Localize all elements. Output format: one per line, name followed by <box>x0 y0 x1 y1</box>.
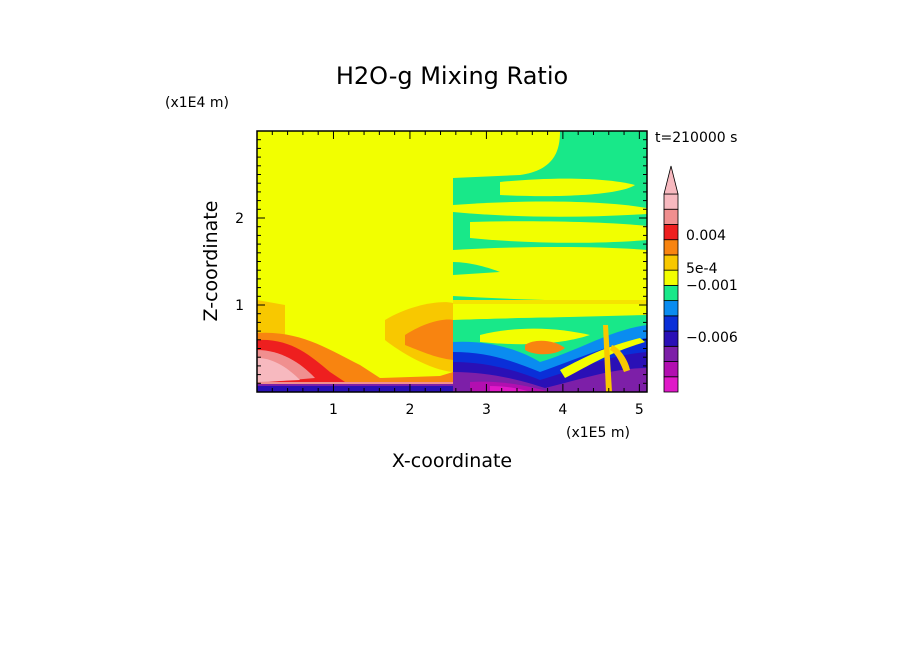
colorbar: 0.004 5e-4−0.001 −0.006 <box>663 165 738 393</box>
y-multiplier: (x1E4 m) <box>165 95 229 111</box>
colorbar-level <box>663 300 679 317</box>
colorbar-label: 0.004 <box>686 228 726 244</box>
colorbar-level <box>663 361 679 378</box>
colorbar-label: −0.006 <box>686 330 738 346</box>
colorbar-level <box>663 224 679 241</box>
x-tick-label: 5 <box>635 402 644 418</box>
contour-field <box>257 131 647 392</box>
colorbar-level <box>663 269 679 286</box>
time-label: t=210000 s <box>655 130 737 146</box>
colorbar-level <box>663 330 679 347</box>
axes: 1 2 3 4 5 1 2 <box>235 131 647 418</box>
x-tick-label: 1 <box>329 402 338 418</box>
colorbar-level <box>663 193 679 210</box>
x-multiplier: (x1E5 m) <box>566 425 630 441</box>
colorbar-arrow <box>663 165 679 195</box>
x-tick-label: 4 <box>558 402 567 418</box>
y-tick-label: 1 <box>235 298 244 314</box>
colorbar-level <box>663 345 679 362</box>
chart-title: H2O-g Mixing Ratio <box>336 62 568 90</box>
colorbar-level <box>663 239 679 256</box>
colorbar-level <box>663 376 679 393</box>
x-axis-label: X-coordinate <box>392 450 512 472</box>
x-tick-label: 3 <box>482 402 491 418</box>
colorbar-label: −0.001 <box>686 278 738 294</box>
y-axis-label: Z-coordinate <box>200 201 222 322</box>
colorbar-level <box>663 315 679 332</box>
colorbar-label: 5e-4 <box>686 261 718 277</box>
colorbar-level <box>663 284 679 302</box>
x-tick-label: 2 <box>405 402 414 418</box>
colorbar-level <box>663 254 679 271</box>
y-tick-label: 2 <box>235 211 244 227</box>
colorbar-level <box>663 208 679 225</box>
